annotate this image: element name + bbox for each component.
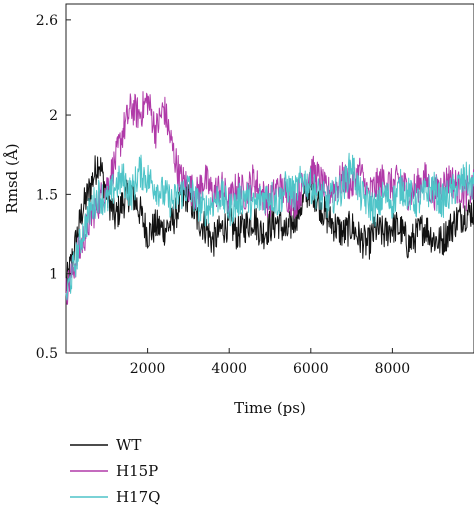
series-line-wt xyxy=(65,155,474,292)
legend-label-h17q: H17Q xyxy=(116,488,160,506)
plot-area: 2000 4000 6000 8000 0.5 1 1.5 2 2.6 xyxy=(36,3,474,377)
y-tick-label: 1.5 xyxy=(36,187,58,203)
x-tick-label: 6000 xyxy=(293,361,329,377)
y-tick-label: 0.5 xyxy=(36,346,58,362)
x-axis-ticks: 2000 4000 6000 8000 xyxy=(130,348,410,377)
x-tick-label: 8000 xyxy=(375,361,411,377)
series-line-h17q xyxy=(65,152,474,301)
y-tick-label: 2.6 xyxy=(36,13,58,29)
x-tick-label: 4000 xyxy=(211,361,247,377)
plot-frame xyxy=(65,3,474,354)
legend-label-wt: WT xyxy=(116,436,141,454)
y-axis-label: Rmsd (Å) xyxy=(3,143,21,213)
x-axis-label: Time (ps) xyxy=(234,399,306,417)
y-axis-ticks: 0.5 1 1.5 2 2.6 xyxy=(36,13,71,362)
y-tick-label: 1 xyxy=(49,267,58,283)
x-tick-label: 2000 xyxy=(130,361,166,377)
series-layer xyxy=(65,91,474,305)
y-tick-label: 2 xyxy=(49,108,58,124)
legend: WT H15P H17Q xyxy=(70,436,160,506)
legend-label-h15p: H15P xyxy=(116,462,158,480)
